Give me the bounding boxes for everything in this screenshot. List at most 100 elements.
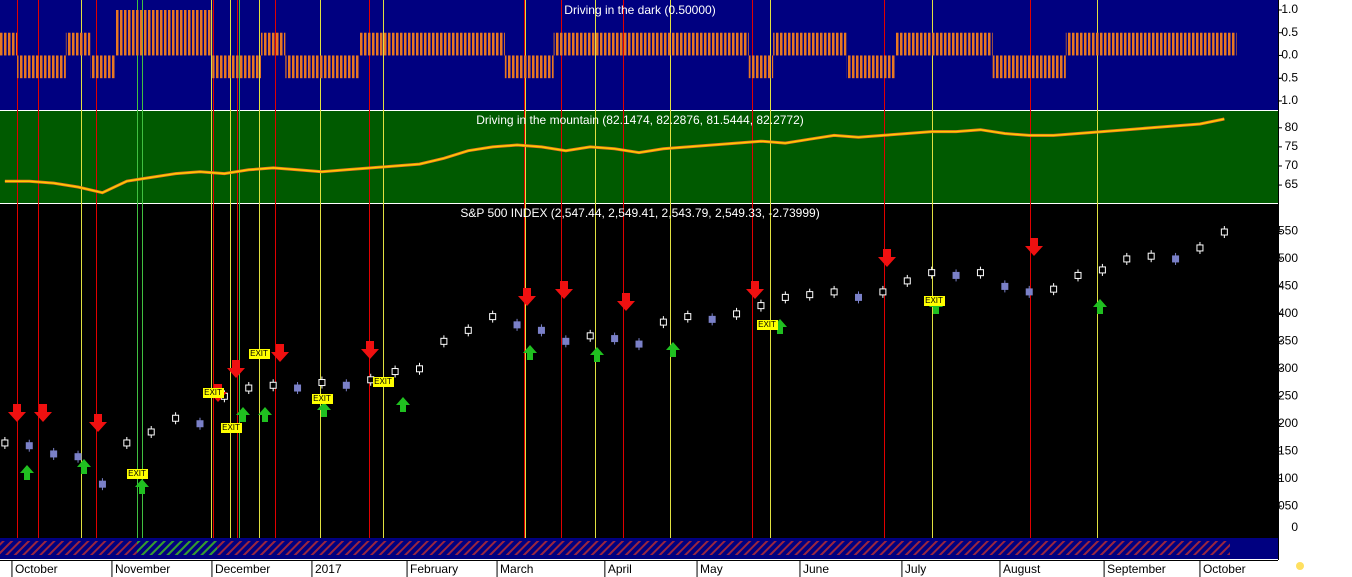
candle [440,337,448,345]
candle [464,326,472,334]
signal-bar [139,10,164,56]
candle [757,302,765,310]
signal-bar [553,32,579,56]
x-tick-label: December [215,562,270,576]
candle [74,453,82,461]
candle [684,313,692,321]
signal-bar [1017,55,1042,79]
exit-label: EXIT [250,349,268,358]
exit-label: EXIT [925,296,943,305]
candle [952,271,960,279]
panel-title: S&P 500 INDEX (2,547.44, 2,549.41, 2,543… [460,206,819,220]
y-tick-label: 2050 [1271,498,1298,512]
signal-bar [456,32,481,56]
candle [1147,252,1155,260]
strip-label: 0 [1291,520,1298,534]
signal-bar [529,55,554,79]
signal-bar [1138,32,1164,56]
buy-arrow [20,465,34,480]
candle [342,381,350,389]
sell-arrow [89,414,107,432]
y-tick-label: 0.0 [1281,48,1298,62]
x-tick-label: November [115,562,170,576]
signal-bar [846,55,871,79]
sell-arrow [1025,238,1043,256]
sell-arrow [518,288,536,306]
y-tick-label: 2150 [1271,443,1298,457]
y-tick-label: 2500 [1271,251,1298,265]
candle [50,450,58,458]
y-tick-label: 2350 [1271,334,1298,348]
signal-bar [504,55,530,79]
exit-label: EXIT [374,377,392,386]
x-tick-label: October [1203,562,1246,576]
exit-box [203,388,224,398]
signal-bar [675,32,700,56]
signal-bar [187,10,213,56]
signal-bar [480,32,505,56]
signal-bar [334,55,359,79]
exit-box [924,296,945,306]
candle [879,288,887,296]
x-tick-label: June [803,562,829,576]
signal-bar [212,55,237,79]
buy-arrow [523,345,537,360]
candle [1196,244,1204,252]
candle [269,381,277,389]
candle [781,293,789,301]
candle [196,420,204,428]
candle [367,376,375,384]
exit-label: EXIT [128,469,146,478]
y-tick-label: -1.0 [1277,93,1298,107]
candle [172,414,180,422]
signal-hatch-green [137,541,217,555]
x-tick-label: 2017 [315,562,342,576]
signal-bar [919,32,944,56]
signal-bar [0,32,18,56]
signal-bar [90,55,115,79]
signal-bar [1090,32,1115,56]
candle [147,428,155,436]
signal-bar [358,32,383,56]
candle [855,293,863,301]
signal-bar [1212,32,1237,56]
y-tick-label: 1.0 [1281,2,1298,16]
signal-bar [724,32,749,56]
signal-hatch [0,541,1230,555]
signal-bar [407,32,432,56]
y-tick-label: 2250 [1271,388,1298,402]
candle [1,439,9,447]
signal-bar [968,32,993,56]
signal-bar [1163,32,1188,56]
buy-arrow [666,342,680,357]
exit-box [373,377,394,387]
exit-box [312,394,333,404]
signal-bar [65,32,91,56]
signal-bar [602,32,627,56]
x-tick-label: March [500,562,533,576]
x-tick-label: May [700,562,723,576]
candle [659,318,667,326]
exit-box [127,469,148,479]
signal-bar [578,32,603,56]
signal-bar [1041,55,1066,79]
candle [562,337,570,345]
exit-label: EXIT [313,394,331,403]
candle [976,269,984,277]
signal-bar [285,55,310,79]
y-tick-label: 65 [1285,177,1299,191]
y-tick-label: 2100 [1271,471,1298,485]
signal-bar [773,32,798,56]
x-tick-label: August [1003,562,1041,576]
x-tick-label: September [1107,562,1166,576]
buy-arrow [317,402,331,417]
y-tick-label: 2300 [1271,361,1298,375]
candle [611,335,619,343]
candle [123,439,131,447]
y-tick-label: 2400 [1271,306,1298,320]
signal-bar [1114,32,1139,56]
signal-bar [821,32,847,56]
sell-arrow [878,249,896,267]
signal-bar [797,32,822,56]
